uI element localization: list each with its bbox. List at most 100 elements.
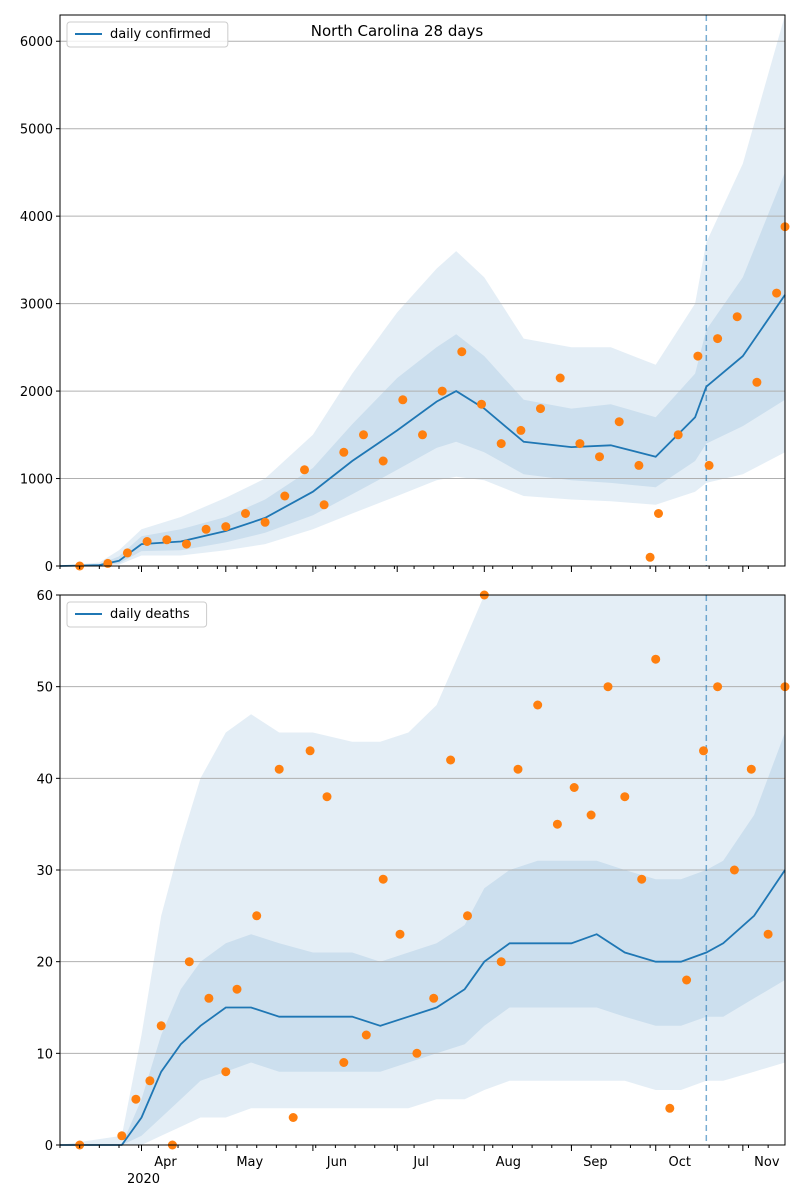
uncertainty-band: [60, 172, 785, 566]
legend-box: [66, 21, 229, 48]
data-point: [634, 460, 644, 470]
confirmed-series-line: [59, 294, 786, 567]
data-point: [463, 911, 472, 921]
x-tick-label: Nov: [754, 1155, 780, 1170]
data-point: [184, 957, 194, 967]
data-point: [729, 865, 739, 875]
x-tick-label: Apr: [154, 1155, 177, 1170]
deaths-x-axis: Apr 2020 May Jun Jul Aug Sep Oct Nov: [59, 1145, 780, 1187]
y-tick-label: 50: [36, 681, 53, 696]
data-point: [339, 447, 349, 457]
data-point: [569, 783, 579, 792]
daily-confirmed-panel: 0 1000 2000 3000 4000 5000 6000 daily confirme…: [20, 14, 790, 575]
data-point: [477, 399, 486, 409]
data-point: [378, 456, 388, 466]
data-point: [752, 377, 762, 387]
data-point: [496, 439, 506, 449]
data-point: [280, 491, 290, 501]
data-point: [595, 452, 604, 462]
daily-deaths-panel: 0 10 20 30 40 50 60 Apr 2020 May Jun Jul Aug Sep Oct N…: [36, 589, 790, 1187]
data-point: [378, 874, 388, 884]
data-point: [713, 682, 723, 692]
data-point: [673, 430, 683, 440]
data-point: [131, 1094, 141, 1104]
data-point: [552, 819, 562, 829]
x-tick-label: Jun: [326, 1155, 347, 1170]
x-tick-label: May: [236, 1155, 263, 1170]
data-point: [162, 535, 172, 545]
y-tick-label: 6000: [20, 35, 53, 50]
data-point: [201, 524, 211, 534]
data-point: [221, 1067, 231, 1077]
uncertainty-band: [60, 15, 785, 566]
series-line: [59, 294, 786, 567]
data-point: [513, 764, 523, 774]
deaths-y-axis: 0 10 20 30 40 50 60: [36, 589, 60, 1154]
y-tick-label: 0: [45, 560, 53, 575]
data-point: [654, 509, 663, 518]
data-point: [746, 764, 756, 774]
data-point: [252, 911, 262, 921]
data-point: [361, 1030, 371, 1040]
data-point: [418, 430, 427, 440]
data-point: [682, 975, 692, 985]
confirmed-data-points: [75, 222, 790, 571]
data-point: [575, 439, 585, 449]
data-point: [156, 1021, 166, 1031]
data-point: [533, 700, 543, 710]
data-point: [122, 548, 132, 558]
legend-label: daily confirmed: [110, 27, 211, 42]
data-point: [322, 792, 332, 802]
y-tick-label: 0: [45, 1139, 53, 1154]
data-point: [232, 984, 242, 994]
data-point: [204, 993, 214, 1003]
legend-label: daily deaths: [110, 607, 190, 622]
data-point: [359, 430, 368, 440]
data-point: [319, 500, 329, 510]
data-point: [645, 552, 655, 562]
data-point: [145, 1076, 155, 1086]
data-point: [446, 755, 456, 765]
data-point: [651, 654, 661, 664]
data-point: [713, 334, 723, 344]
y-tick-label: 3000: [20, 298, 53, 313]
data-point: [412, 1048, 422, 1058]
y-tick-label: 20: [36, 956, 53, 971]
data-point: [555, 373, 565, 383]
y-tick-label: 40: [36, 772, 53, 787]
legend-box: [66, 601, 208, 628]
data-point: [699, 746, 708, 756]
data-point: [305, 746, 315, 756]
data-point: [395, 929, 405, 939]
x-year-label: 2020: [127, 1172, 160, 1187]
y-tick-label: 60: [36, 589, 53, 604]
data-point: [732, 312, 742, 322]
y-tick-label: 30: [36, 864, 53, 879]
confirmed-x-axis: [59, 566, 769, 572]
data-point: [614, 417, 624, 427]
data-point: [536, 404, 545, 414]
data-point: [516, 425, 526, 435]
x-tick-label: Sep: [583, 1155, 608, 1170]
data-point: [182, 539, 191, 549]
x-tick-label: Aug: [496, 1155, 521, 1170]
data-point: [103, 558, 113, 568]
data-point: [274, 764, 284, 774]
deaths-series-line: [60, 869, 786, 1146]
data-point: [704, 460, 714, 470]
y-tick-label: 2000: [20, 385, 53, 400]
data-point: [586, 810, 596, 820]
data-point: [429, 993, 439, 1003]
confirmed-axes-frame: [59, 14, 786, 567]
deaths-data-points: [75, 590, 790, 1150]
data-point: [693, 351, 703, 361]
confirmed-y-axis: 0 1000 2000 3000 4000 5000 6000: [20, 35, 60, 575]
data-point: [496, 957, 506, 967]
data-point: [437, 386, 447, 396]
data-point: [603, 682, 613, 692]
data-point: [142, 537, 152, 546]
chart-title: North Carolina 28 days: [311, 22, 484, 40]
series-line: [60, 869, 786, 1146]
